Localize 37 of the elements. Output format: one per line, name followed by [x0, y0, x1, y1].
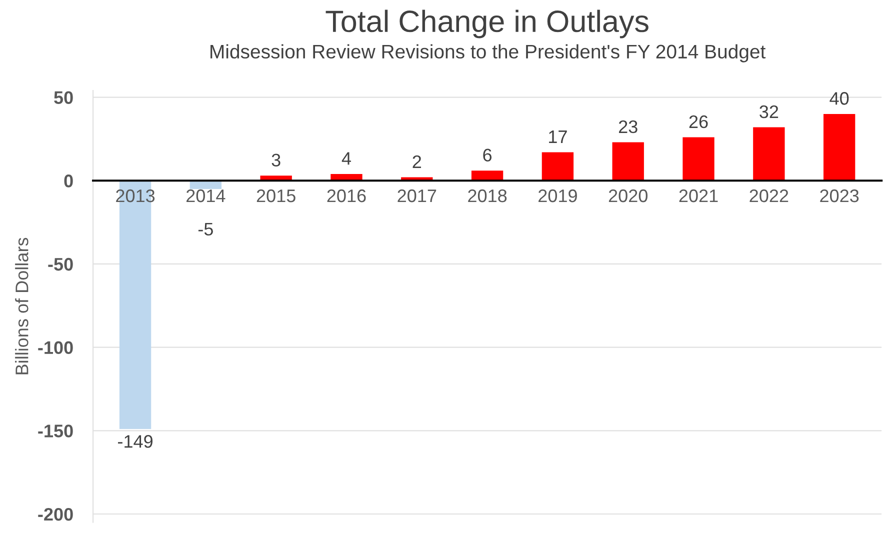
bar	[612, 142, 644, 181]
chart-title: Total Change in Outlays	[326, 10, 648, 38]
y-tick-label: 50	[54, 91, 73, 104]
y-tick-label: -50	[48, 258, 73, 271]
y-axis-title: Billions of Dollars	[15, 238, 28, 374]
y-tick-label: 0	[64, 174, 73, 188]
x-tick-label: 2023	[820, 189, 859, 202]
data-label: 23	[618, 120, 638, 134]
y-tick-label: -150	[38, 424, 73, 438]
x-tick-label: 2017	[398, 189, 436, 202]
data-label: 4	[342, 152, 351, 165]
data-label: 2	[412, 155, 422, 168]
x-tick-label: 2020	[608, 189, 648, 202]
x-tick-label: 2016	[327, 189, 366, 202]
bar	[823, 114, 856, 181]
bar	[753, 127, 785, 181]
data-label: 32	[760, 105, 778, 118]
data-label: -149	[118, 435, 152, 448]
x-tick-label: 2013	[116, 189, 155, 202]
bar	[471, 170, 504, 181]
bar	[682, 137, 714, 181]
data-label: 17	[549, 130, 567, 143]
x-tick-label: 2015	[256, 189, 296, 202]
data-label: 3	[272, 154, 280, 166]
x-tick-label: 2022	[750, 189, 788, 202]
x-tick-label: 2019	[538, 189, 577, 202]
data-label: 40	[830, 92, 849, 105]
data-label: -5	[198, 222, 213, 236]
chart-subtitle: Midsession Review Revisions to the President's FY 2014 Budget	[210, 44, 766, 62]
x-tick-label: 2014	[186, 189, 226, 202]
data-label: 6	[483, 148, 492, 162]
y-tick-label: -200	[38, 508, 73, 521]
x-tick-label: 2021	[679, 189, 718, 202]
bar	[542, 152, 574, 181]
x-tick-label: 2018	[468, 189, 507, 202]
data-label: 26	[689, 115, 708, 128]
y-tick-label: -100	[38, 341, 73, 354]
